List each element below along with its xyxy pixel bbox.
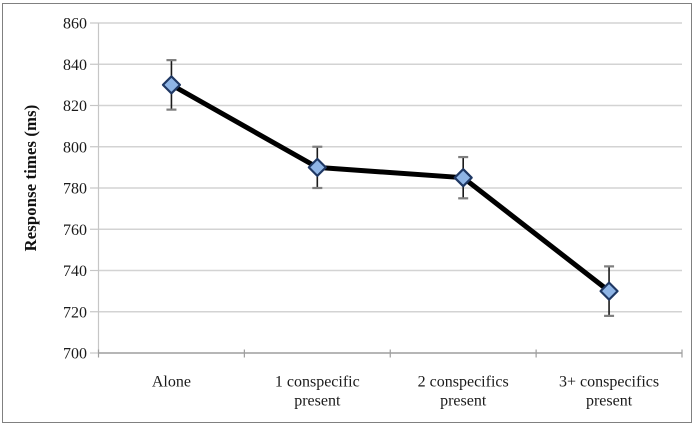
y-tick-label: 700 [63, 346, 87, 363]
x-category-label: 2 conspecifics [418, 374, 509, 391]
x-category-label: present [586, 393, 633, 410]
data-point-marker [307, 157, 327, 177]
y-tick-label: 740 [63, 263, 87, 280]
series-line [168, 82, 612, 294]
y-tick-label: 860 [63, 16, 87, 33]
x-category-label: 3+ conspecifics [559, 374, 659, 391]
x-category-label: present [440, 393, 487, 410]
y-axis-title: Response times (ms) [21, 104, 40, 252]
y-tick-label: 720 [63, 304, 87, 321]
figure-border [2, 3, 692, 423]
y-tick-label: 800 [63, 139, 87, 156]
y-tick-label: 840 [63, 57, 87, 74]
data-point-marker [453, 168, 473, 188]
y-tick-label: 760 [63, 222, 87, 239]
y-tick-label: 820 [63, 98, 87, 115]
data-point-marker [161, 75, 182, 95]
x-category-label: 1 conspecific [275, 374, 360, 391]
data-point-marker [599, 281, 619, 301]
y-tick-label: 780 [63, 181, 87, 198]
x-category-label: Alone [152, 374, 191, 391]
x-category-label: present [294, 393, 341, 410]
